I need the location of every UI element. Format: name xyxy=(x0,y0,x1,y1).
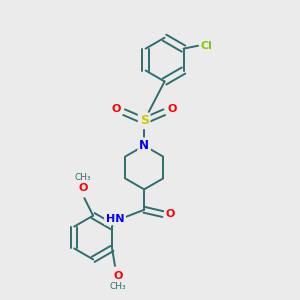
Text: O: O xyxy=(166,209,175,219)
Text: HN: HN xyxy=(106,214,124,224)
Text: O: O xyxy=(167,104,177,114)
Text: S: S xyxy=(140,114,149,127)
Text: Cl: Cl xyxy=(201,41,213,51)
Text: O: O xyxy=(78,183,88,193)
Text: CH₃: CH₃ xyxy=(75,173,91,182)
Text: O: O xyxy=(112,104,121,114)
Text: N: N xyxy=(139,139,149,152)
Text: CH₃: CH₃ xyxy=(110,282,126,291)
Text: O: O xyxy=(113,271,123,281)
